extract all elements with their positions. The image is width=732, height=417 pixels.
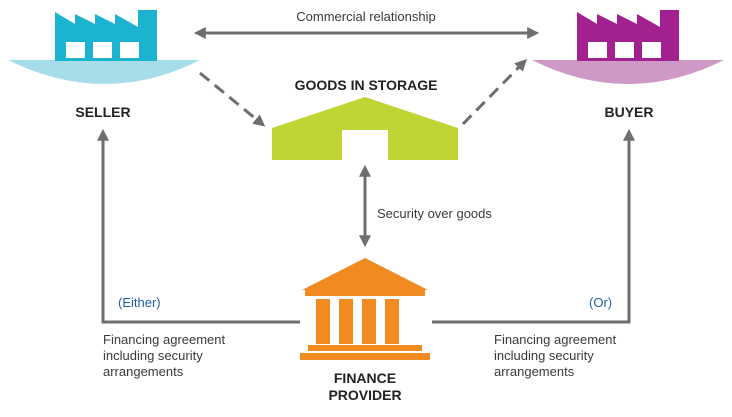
or-label: (Or) [589, 295, 612, 310]
agreement-right-line3: arrangements [494, 364, 575, 379]
either-label: (Either) [118, 295, 161, 310]
buyer-factory-icon [532, 10, 724, 84]
agreement-right-line1: Financing agreement [494, 332, 617, 347]
seller-label: SELLER [75, 104, 130, 120]
commercial-relationship-label: Commercial relationship [296, 9, 435, 24]
agreement-left-line2: including security [103, 348, 203, 363]
finance-provider-label-line2: PROVIDER [328, 387, 401, 403]
agreement-left-line3: arrangements [103, 364, 184, 379]
finance-to-seller-arrow [103, 133, 300, 322]
finance-to-buyer-arrow [432, 133, 629, 322]
security-over-goods-label: Security over goods [377, 206, 492, 221]
buyer-label: BUYER [604, 104, 653, 120]
agreement-right-line2: including security [494, 348, 594, 363]
storage-to-buyer-dashed-arrow [463, 62, 524, 124]
agreement-left-line1: Financing agreement [103, 332, 226, 347]
warehouse-icon [272, 97, 458, 160]
finance-provider-label-line1: FINANCE [334, 370, 396, 386]
goods-in-storage-label: GOODS IN STORAGE [295, 77, 438, 93]
seller-to-storage-dashed-arrow [200, 73, 262, 124]
bank-icon [300, 258, 430, 360]
seller-factory-icon [8, 10, 200, 84]
